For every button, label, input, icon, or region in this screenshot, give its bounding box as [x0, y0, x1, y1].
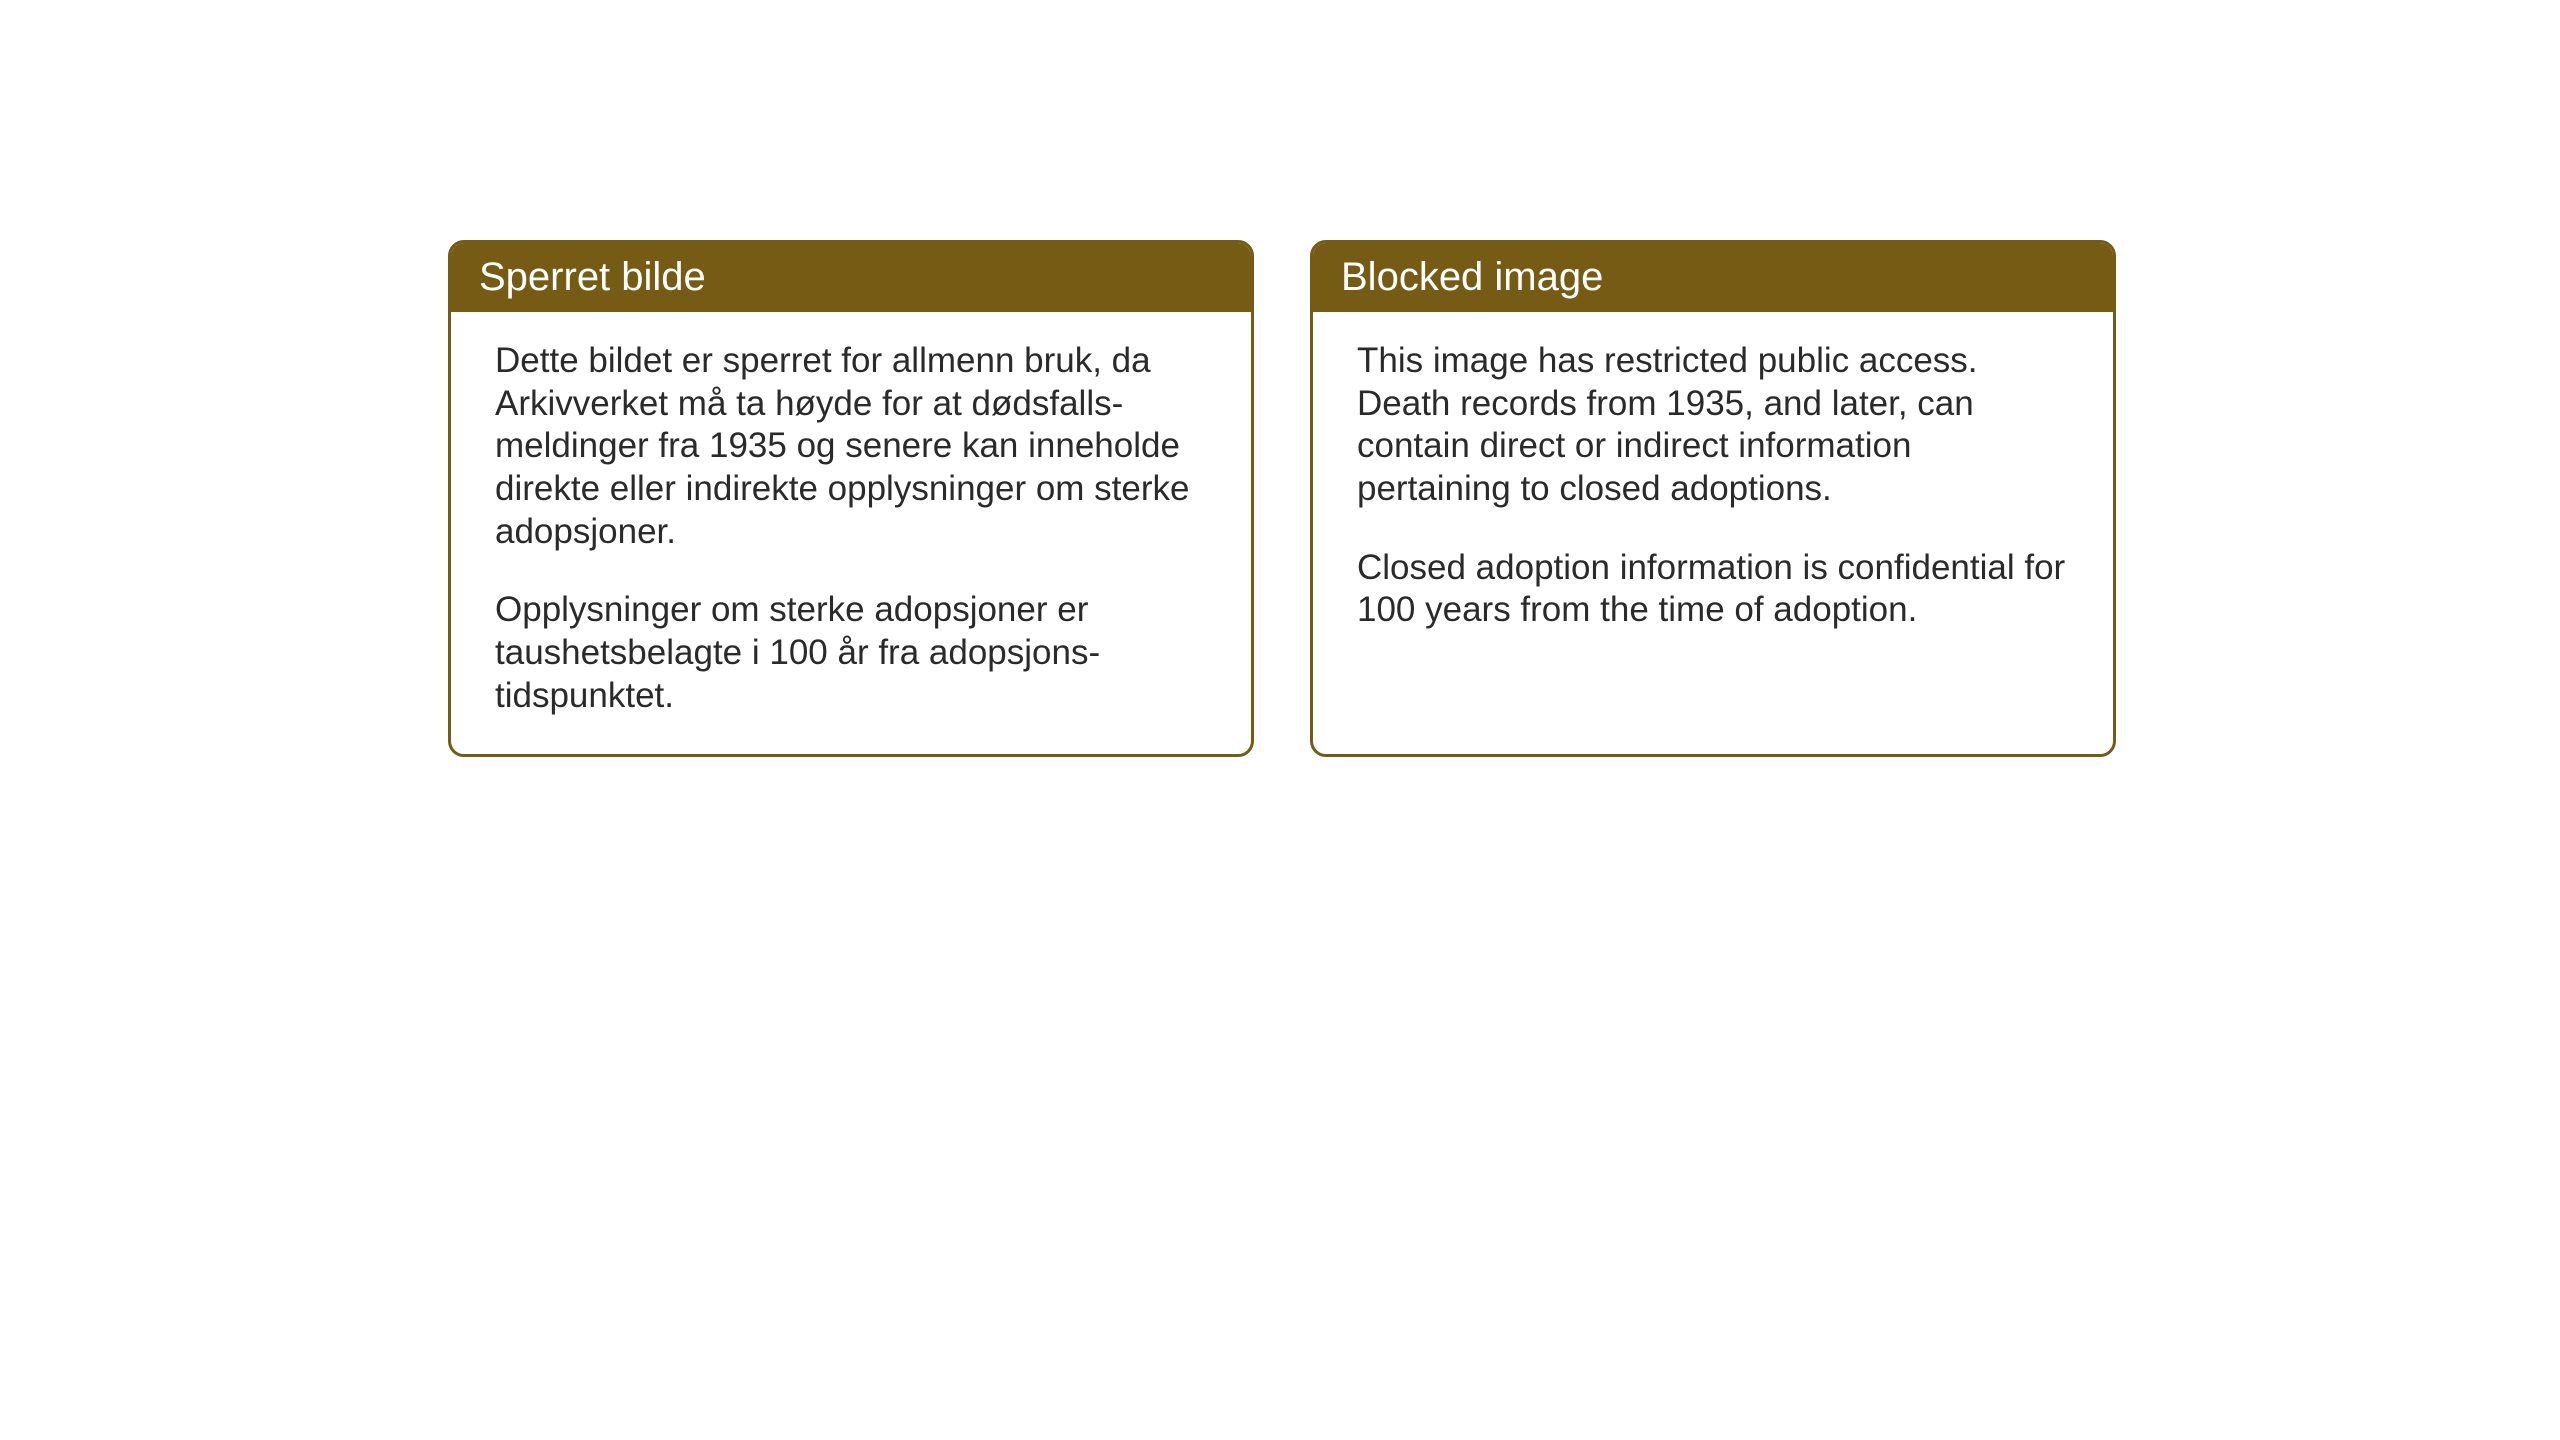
paragraph-2-english: Closed adoption information is confident… — [1357, 547, 2069, 632]
card-body-norwegian: Dette bildet er sperret for allmenn bruk… — [451, 312, 1251, 754]
header-text-norwegian: Sperret bilde — [479, 255, 706, 299]
card-norwegian: Sperret bilde Dette bildet er sperret fo… — [448, 240, 1254, 757]
cards-container: Sperret bilde Dette bildet er sperret fo… — [448, 240, 2116, 757]
card-body-english: This image has restricted public access.… — [1313, 312, 2113, 732]
card-header-english: Blocked image — [1313, 243, 2113, 312]
header-text-english: Blocked image — [1341, 255, 1603, 299]
paragraph-1-english: This image has restricted public access.… — [1357, 340, 2069, 511]
card-english: Blocked image This image has restricted … — [1310, 240, 2116, 757]
paragraph-2-norwegian: Opplysninger om sterke adopsjoner er tau… — [495, 589, 1207, 717]
paragraph-1-norwegian: Dette bildet er sperret for allmenn bruk… — [495, 340, 1207, 553]
card-header-norwegian: Sperret bilde — [451, 243, 1251, 312]
